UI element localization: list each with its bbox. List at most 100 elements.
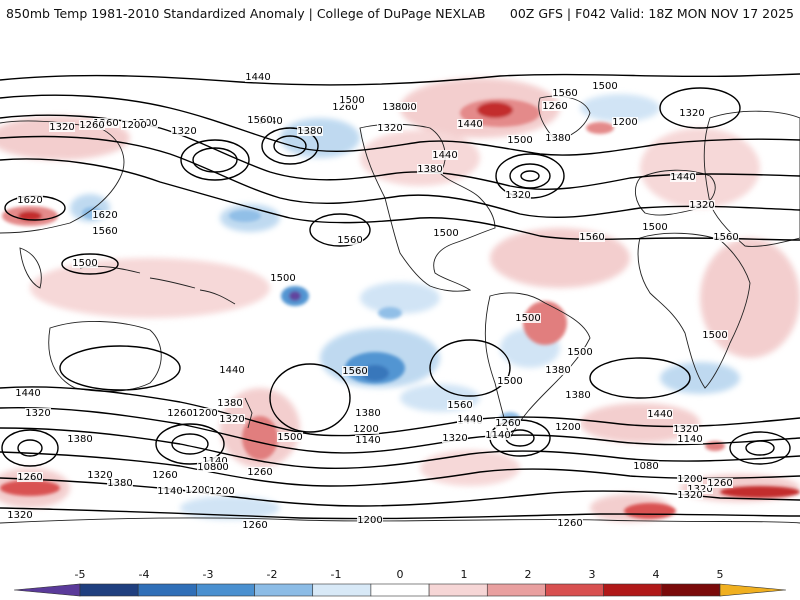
contour-label: 1260 xyxy=(242,520,267,530)
contour-label-bg xyxy=(217,398,243,408)
contour-label-bg xyxy=(515,313,541,323)
contour-label: 1200 xyxy=(121,120,146,131)
contour-label-bg xyxy=(592,81,618,91)
contour-label: 1560 xyxy=(337,235,362,246)
colorbar-scale xyxy=(13,583,787,597)
colorbar-tick-label: 2 xyxy=(524,568,532,581)
colorbar-tick-label: 5 xyxy=(716,568,724,581)
contour-label-bg xyxy=(713,232,739,242)
colorbar-swatch xyxy=(370,583,430,597)
contour-label: 1260 xyxy=(707,478,732,489)
contour-label: 1320 xyxy=(673,424,698,435)
colorbar-swatch xyxy=(545,583,604,597)
contour-label-bg xyxy=(355,435,381,445)
contour-label: 1500 xyxy=(277,432,302,443)
contour-label-bg xyxy=(219,365,245,375)
contour-label: 1260 xyxy=(247,467,272,478)
contour-label-bg xyxy=(647,409,673,419)
colorbar-max-arrow xyxy=(719,583,787,597)
contour-label-bg xyxy=(357,515,383,525)
contour-label: 1260 xyxy=(152,470,177,481)
contour-label: 1200 xyxy=(185,485,210,496)
contour-label-bg xyxy=(355,408,381,418)
colorbar-swatch xyxy=(196,583,255,597)
contour-label: 1380 xyxy=(545,133,570,144)
contour-label: 1440 xyxy=(219,365,244,376)
contour-label: 1560 xyxy=(447,400,472,411)
colorbar-tick-label: -1 xyxy=(330,568,342,581)
contour-label-bg xyxy=(202,456,228,466)
colorbar-swatch xyxy=(603,583,663,597)
contour-label: 1500 xyxy=(433,228,458,239)
contour-label: 1140 xyxy=(677,434,702,445)
colorbar: -5 -4 -3 -2 -1 0 1 2 3 4 5 xyxy=(0,568,800,600)
contour-label: 1500 xyxy=(507,135,532,146)
contour-label: 1320 xyxy=(49,122,74,133)
contour-label-bg xyxy=(552,88,578,98)
contour-label-bg xyxy=(247,467,273,477)
colorbar-tick-label: -3 xyxy=(202,568,214,581)
contour-label: 1320 xyxy=(677,490,702,501)
contour-label: 1440 xyxy=(457,119,482,130)
contour-label: 1560 xyxy=(247,115,272,126)
contour-label-bg xyxy=(171,126,197,136)
contour-label-bg xyxy=(270,273,296,283)
contour-label-bg xyxy=(377,123,403,133)
contour-label: 1380 xyxy=(545,365,570,376)
contour-label: 1500 xyxy=(592,81,617,92)
colorbar-tick-label: 0 xyxy=(396,568,404,581)
contour-label-bg xyxy=(633,461,659,471)
contour-label-bg xyxy=(67,434,93,444)
contour-label-bg xyxy=(457,414,483,424)
contour-label-bg xyxy=(442,433,468,443)
contour-label: 1260 xyxy=(495,418,520,429)
contour-label: 1380 xyxy=(355,408,380,419)
contour-label: 1500 xyxy=(497,376,522,387)
contour-label: 1320 xyxy=(171,126,196,137)
contour-label-bg xyxy=(687,484,713,494)
contour-label-bg xyxy=(247,115,273,125)
contour-label: 1560 xyxy=(579,232,604,243)
contour-label-bg xyxy=(277,432,303,442)
contour-label-bg xyxy=(679,108,705,118)
colorbar-tick-label: 3 xyxy=(588,568,596,581)
contour-label: 1380 xyxy=(217,398,242,409)
contour-label: 1260 xyxy=(79,120,104,131)
contour-label-bg xyxy=(87,470,113,480)
colorbar-tick-label: -4 xyxy=(138,568,150,581)
contour-label-bg xyxy=(433,228,459,238)
colorbar-swatch xyxy=(428,583,488,597)
contour-label-bg xyxy=(542,101,568,111)
contour-label-bg xyxy=(332,102,358,112)
contour-label: 1260 xyxy=(557,518,582,529)
contour-label: 1440 xyxy=(670,172,695,183)
contour-label-bg xyxy=(689,200,715,210)
contour-label-bg xyxy=(121,120,147,130)
contour-label-bg xyxy=(342,366,368,376)
contour-label: 1320 xyxy=(7,510,32,521)
contour-labels: 1440138013201260120013201260120014401380… xyxy=(7,72,739,530)
contour-label-bg xyxy=(673,424,699,434)
contour-label: 1440 xyxy=(15,388,40,399)
contour-label-bg xyxy=(197,462,223,472)
contour-label: 1320 xyxy=(377,123,402,134)
contour-label-bg xyxy=(185,485,211,495)
contour-label-bg xyxy=(707,478,733,488)
contour-label: 1380 xyxy=(67,434,92,445)
contour-label: 1380 xyxy=(565,390,590,401)
contour-label: 1260 xyxy=(93,118,118,129)
contour-label: 1320 xyxy=(679,108,704,119)
contour-label-bg xyxy=(677,474,703,484)
contour-label: 1080 xyxy=(633,461,658,472)
contour-label-bg xyxy=(192,408,218,418)
contour-label: 1500 xyxy=(270,273,295,284)
map-panel[interactable]: 1440138013201260120013201260120014401380… xyxy=(0,68,800,530)
contour-label-bg xyxy=(353,424,379,434)
contour-label: 1260 xyxy=(167,408,192,419)
contour-label: 1140 xyxy=(202,456,227,467)
contour-label: 1320 xyxy=(689,200,714,211)
contour-label-bg xyxy=(297,126,323,136)
contour-label: 1440 xyxy=(457,414,482,425)
contour-label-bg xyxy=(339,95,365,105)
weather-map[interactable]: 1440138013201260120013201260120014401380… xyxy=(0,68,800,530)
